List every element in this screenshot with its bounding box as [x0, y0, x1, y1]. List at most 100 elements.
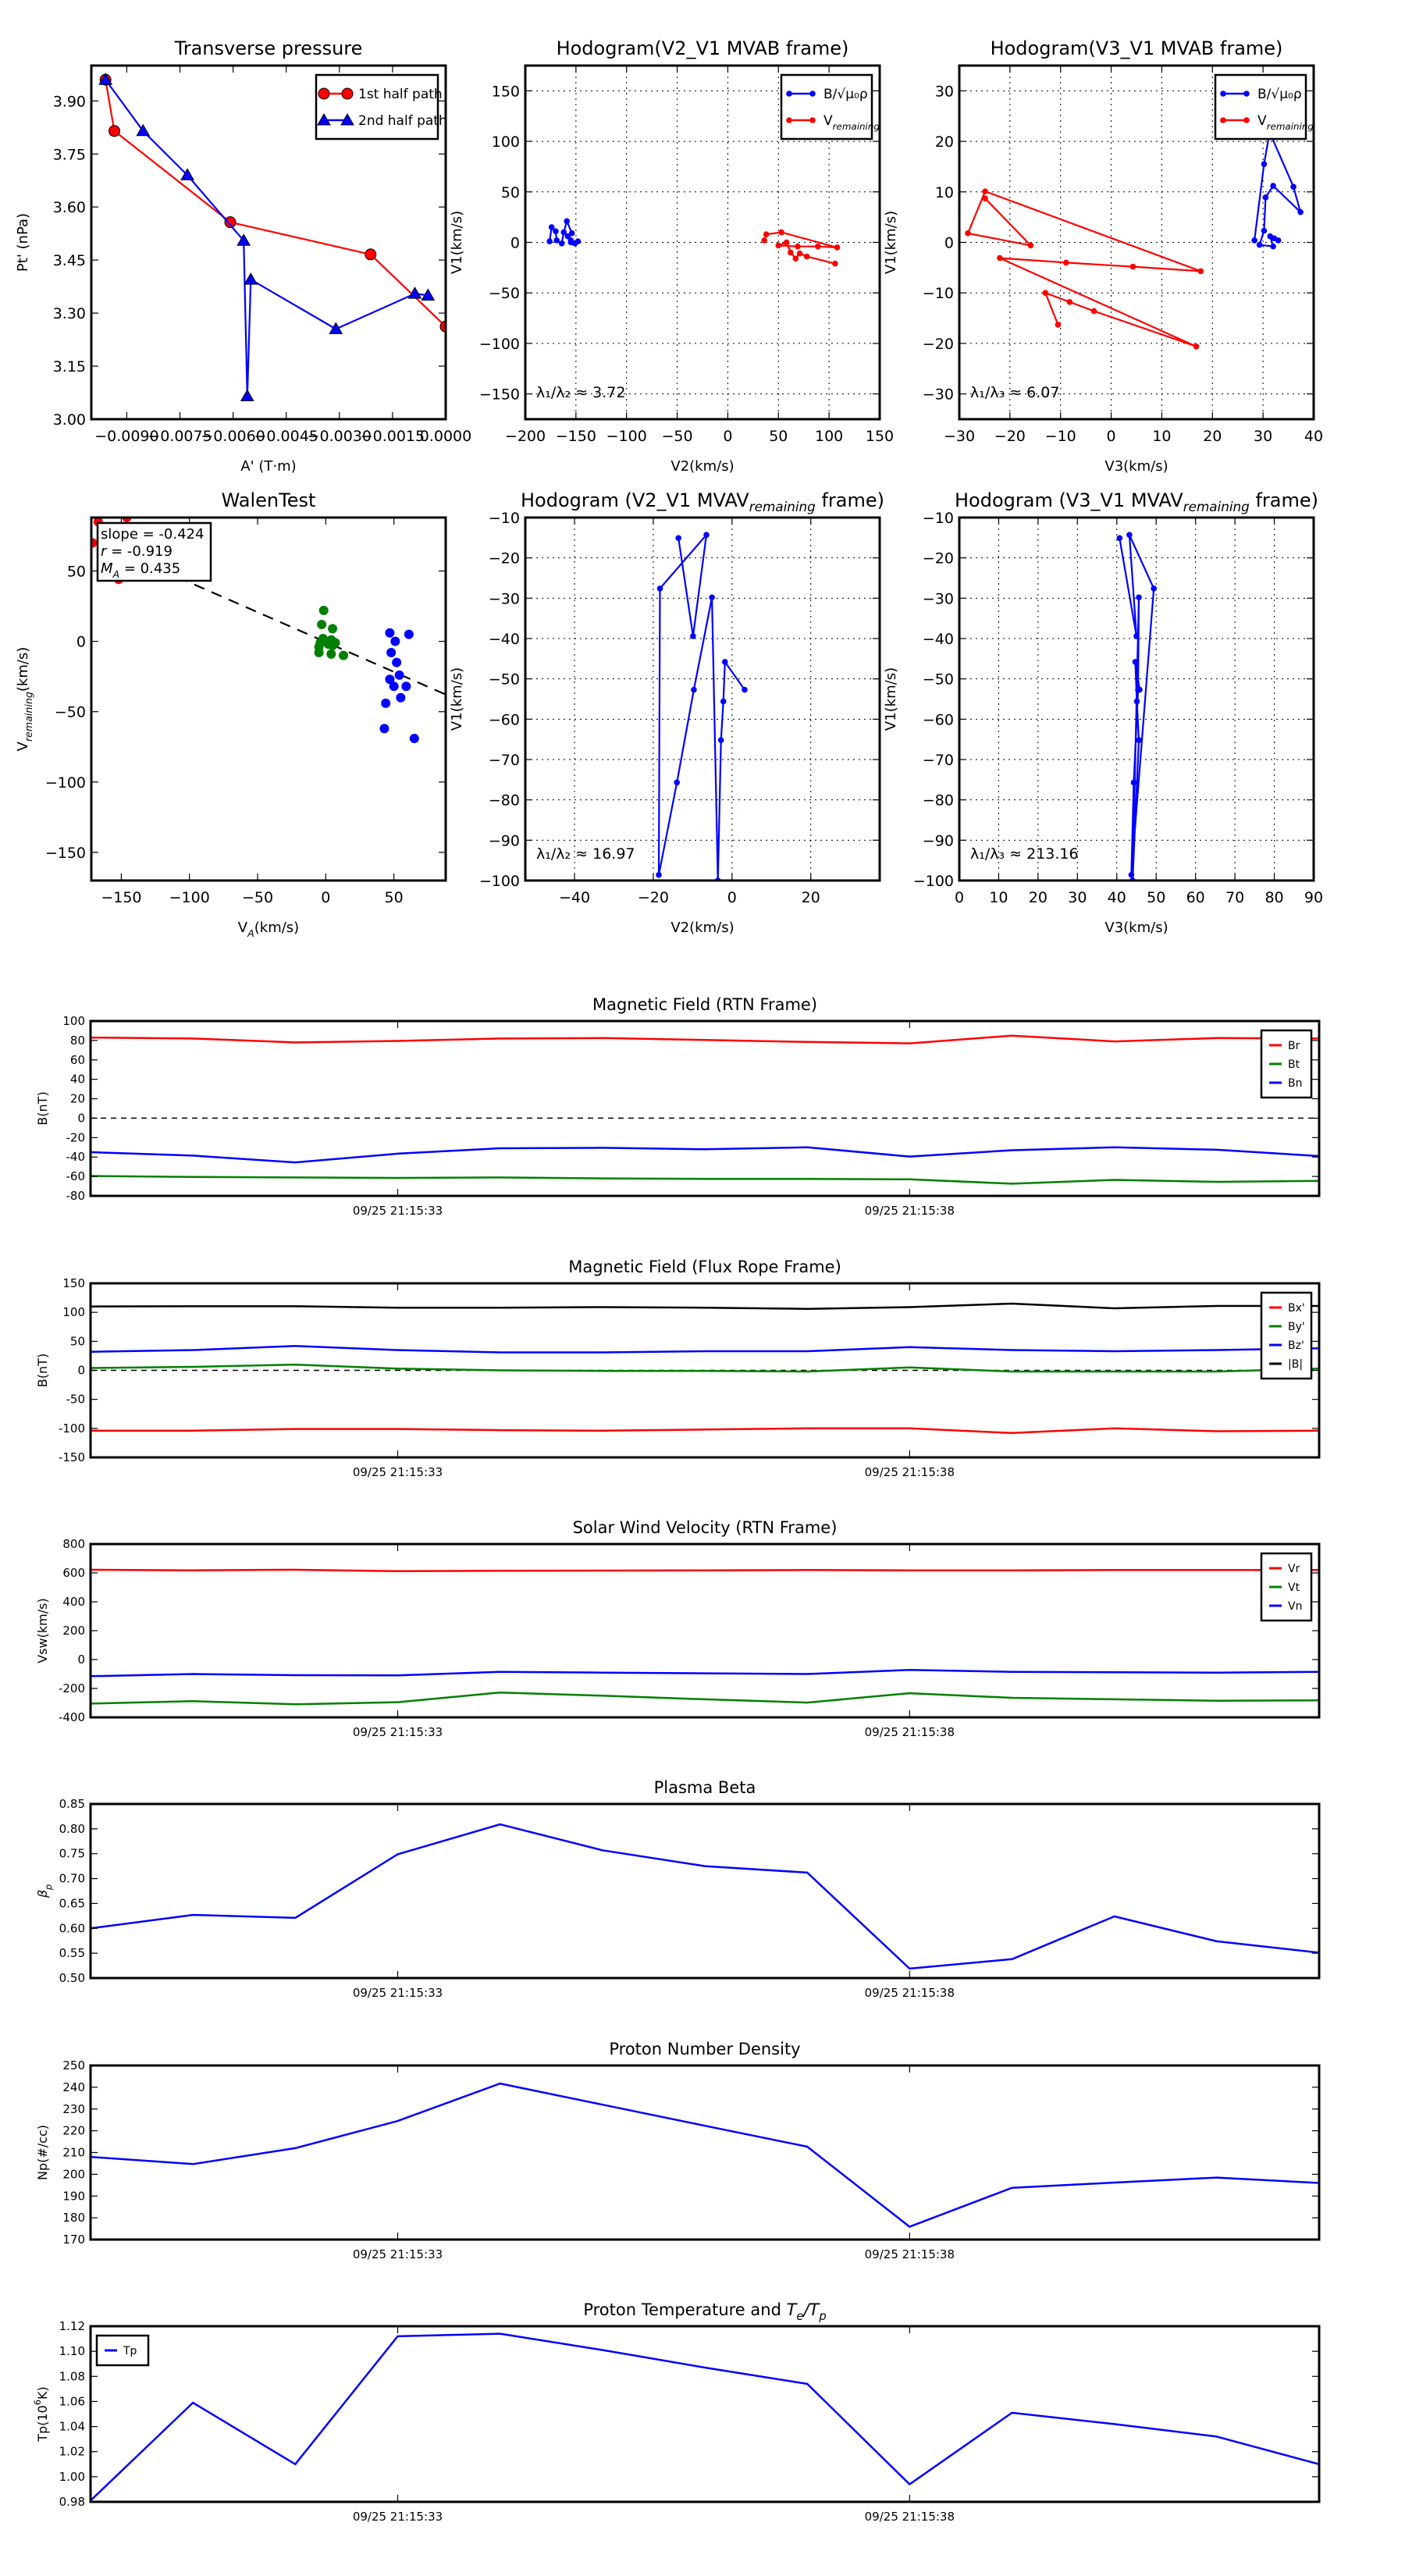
data-point — [386, 648, 397, 658]
chart-title: Magnetic Field (Flux Rope Frame) — [568, 1258, 841, 1276]
y-tick-label: -40 — [66, 1150, 86, 1164]
data-point — [396, 692, 406, 703]
data-point — [318, 87, 330, 100]
data-point — [775, 242, 782, 249]
annotation-eigenvalue-ratio: λ₁/λ₃ ≈ 6.07 — [970, 384, 1059, 401]
chart-title: Proton Temperature and Te/Tp — [583, 2300, 826, 2323]
data-point — [1132, 659, 1139, 665]
data-point — [1270, 183, 1276, 189]
x-tick-label: 09/25 21:15:38 — [865, 1986, 955, 2000]
x-tick-label: 80 — [1264, 889, 1283, 906]
y-tick-label: 0 — [944, 235, 954, 252]
x-tick-label: 09/25 21:15:38 — [865, 1725, 955, 1739]
legend-entry: Bx' — [1269, 1302, 1305, 1315]
x-tick-label: 09/25 21:15:33 — [353, 1725, 443, 1739]
data-point — [409, 733, 419, 743]
plot-area — [91, 2082, 1319, 2228]
data-point — [91, 538, 98, 548]
y-tick-label: −70 — [489, 752, 520, 769]
data-point — [574, 238, 582, 245]
plot-area — [91, 1302, 1319, 1435]
label-part: slope = -0.424 — [101, 526, 204, 543]
data-point — [1129, 263, 1136, 270]
legend-box — [1260, 1029, 1313, 1099]
x-tick-label: −0.0045 — [254, 428, 318, 445]
plot-area — [1116, 532, 1157, 881]
chart-magnetic-field-rtn: Magnetic Field (RTN Frame) 09/25 21:15:33… — [35, 995, 1321, 1218]
data-point — [1297, 208, 1304, 215]
data-point — [717, 737, 724, 743]
data-point — [786, 91, 792, 97]
y-tick-label: −100 — [45, 774, 86, 792]
y-tick-label: −20 — [489, 550, 520, 568]
y-tick-label: 0.75 — [59, 1847, 85, 1861]
y-axis-label: Pt' (nPa) — [15, 213, 31, 272]
y-tick-label: 100 — [62, 1014, 85, 1028]
data-point — [761, 237, 767, 244]
label-part: T — [809, 2300, 821, 2319]
label-part: Proton Temperature and — [583, 2300, 786, 2319]
y-tick-label: -50 — [66, 1393, 86, 1407]
label-part: Hodogram (V2_V1 MVAV — [521, 489, 749, 511]
y-tick-label: −10 — [489, 510, 520, 527]
data-point — [394, 670, 404, 680]
series-line-By — [91, 1363, 1319, 1373]
legend-entry: |B| — [1269, 1358, 1303, 1371]
data-point — [1220, 91, 1226, 97]
data-point — [795, 243, 801, 250]
data-point — [421, 288, 436, 301]
data-point — [997, 254, 1003, 262]
y-tick-label: 50 — [70, 1334, 85, 1348]
x-tick-label: −40 — [559, 889, 590, 906]
data-point — [674, 779, 681, 786]
data-point — [1197, 268, 1204, 275]
y-tick-label: 0 — [77, 1653, 85, 1667]
label-part: remaining — [749, 499, 816, 514]
x-tick-label: 30 — [1068, 889, 1087, 906]
label-part: = 0.435 — [119, 560, 180, 577]
y-tick-label: 180 — [62, 2211, 85, 2225]
y-tick-label: -200 — [59, 1681, 85, 1695]
series-line-beta — [91, 1823, 1319, 1970]
y-tick-label: 0.80 — [59, 1822, 85, 1836]
label-part: remaining — [1183, 499, 1250, 514]
y-tick-label: −60 — [923, 711, 954, 728]
x-axis-label: A' (T·m) — [240, 458, 296, 475]
data-point — [317, 112, 331, 126]
data-point — [365, 248, 377, 261]
y-tick-label: 170 — [62, 2233, 85, 2247]
y-tick-label: 1.00 — [59, 2470, 85, 2484]
data-point — [385, 674, 395, 685]
y-axis-label: Tp(106K) — [33, 2386, 50, 2442]
data-point — [742, 686, 748, 693]
y-tick-label: 10 — [935, 184, 954, 201]
data-point — [1251, 237, 1257, 244]
data-point — [1270, 243, 1276, 250]
data-point — [224, 216, 237, 229]
y-tick-label: 3.75 — [53, 146, 86, 163]
x-axis-label: V2(km/s) — [670, 920, 734, 936]
x-tick-label: 10 — [989, 889, 1008, 906]
x-tick-label: 0 — [727, 889, 737, 906]
chart-title: Magnetic Field (RTN Frame) — [592, 995, 817, 1014]
y-tick-label: 50 — [501, 184, 520, 201]
data-point — [1290, 183, 1297, 190]
stats-box-frame — [96, 521, 212, 582]
label-part: frame) — [1250, 489, 1318, 511]
y-tick-label: 200 — [62, 2167, 85, 2181]
x-tick-label: −150 — [101, 889, 141, 906]
data-point — [553, 228, 559, 235]
legend-entry: By' — [1269, 1321, 1305, 1333]
data-point — [180, 168, 194, 180]
y-tick-label: 1.02 — [59, 2445, 85, 2459]
label-part: β — [35, 1890, 50, 1898]
label-part: = -0.919 — [106, 543, 173, 560]
y-tick-label: 0.60 — [59, 1921, 85, 1935]
data-point — [982, 195, 988, 201]
x-tick-label: 09/25 21:15:38 — [865, 2247, 955, 2261]
label-part: remaining — [23, 692, 34, 742]
data-point — [1275, 237, 1282, 244]
chart-hodogram-v3-v1-mvab: Hodogram(V3_V1 MVAB frame) −30 −20 −10 0 10 20… — [883, 37, 1323, 475]
